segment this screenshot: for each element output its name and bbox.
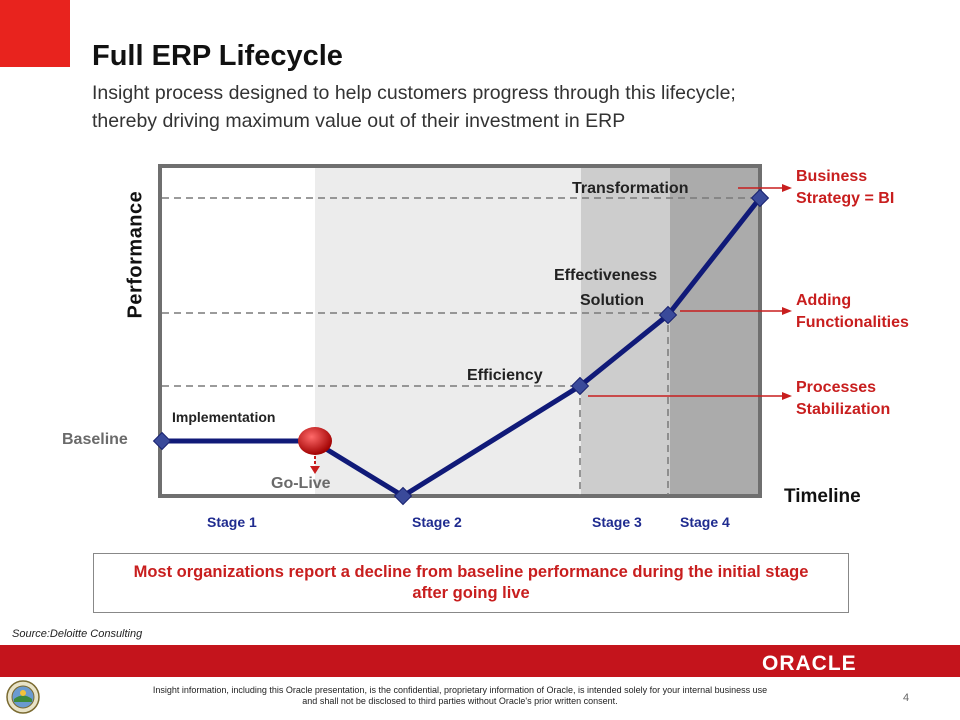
adding-functionalities-label: Adding Functionalities (796, 290, 909, 334)
transformation-marker (750, 188, 770, 208)
performance-curve (162, 196, 762, 499)
stage-3-band (581, 167, 670, 495)
diagram-frame (158, 164, 762, 498)
go-live-label: Go-Live (271, 475, 331, 492)
seal-icon (6, 680, 40, 714)
go-live-marker (298, 427, 332, 455)
source-note: Source:Deloitte Consulting (12, 628, 143, 640)
business-strategy-label: Business Strategy = BI (796, 166, 894, 210)
stage-1-band (162, 167, 315, 495)
oracle-logo: ORACLE (762, 652, 857, 675)
arrowhead-adding-functionalities (782, 307, 792, 315)
stage-1-label: Stage 1 (207, 514, 257, 530)
stage-3-label: Stage 3 (592, 514, 642, 530)
business-strategy-line-2: Strategy = BI (796, 190, 895, 207)
subtitle-line-1: Insight process designed to help custome… (92, 82, 736, 104)
y-axis-label: Performance (124, 190, 147, 319)
stage-4-label: Stage 4 (680, 514, 730, 530)
footer-band (0, 645, 960, 677)
x-axis-label: Timeline (784, 486, 861, 507)
baseline-label: Baseline (62, 431, 128, 448)
decline-callout: Most organizations report a decline from… (93, 553, 849, 613)
arrowhead-business-strategy (782, 184, 792, 192)
confidentiality-disclaimer: Insight information, including this Orac… (152, 685, 768, 706)
effectiveness-label-line-1: Effectiveness (554, 267, 658, 284)
effectiveness-marker (658, 305, 678, 325)
adding-functionalities-line-1: Adding (796, 292, 852, 309)
go-live-arrow-head (310, 466, 320, 474)
efficiency-marker (570, 376, 590, 396)
arrowhead-processes-stabilization (782, 392, 792, 400)
page-title: Full ERP Lifecycle (92, 40, 343, 72)
effectiveness-label-line-2: Solution (580, 292, 644, 309)
baseline-marker (152, 431, 172, 451)
adding-functionalities-line-2: Functionalities (796, 314, 909, 331)
business-strategy-line-1: Business (796, 168, 868, 185)
implementation-label: Implementation (172, 409, 276, 425)
subtitle-line-2: thereby driving maximum value out of the… (92, 110, 626, 132)
processes-stabilization-line-2: Stabilization (796, 401, 891, 418)
processes-stabilization-line-1: Processes (796, 379, 877, 396)
page-number: 4 (903, 692, 910, 704)
brand-red-block (0, 0, 70, 67)
processes-stabilization-label: Processes Stabilization (796, 377, 890, 421)
transformation-label: Transformation (572, 180, 689, 197)
efficiency-label: Efficiency (467, 367, 543, 384)
stage-2-band (315, 167, 581, 495)
stage-2-low-marker (393, 486, 413, 506)
stage-2-label: Stage 2 (412, 514, 462, 530)
